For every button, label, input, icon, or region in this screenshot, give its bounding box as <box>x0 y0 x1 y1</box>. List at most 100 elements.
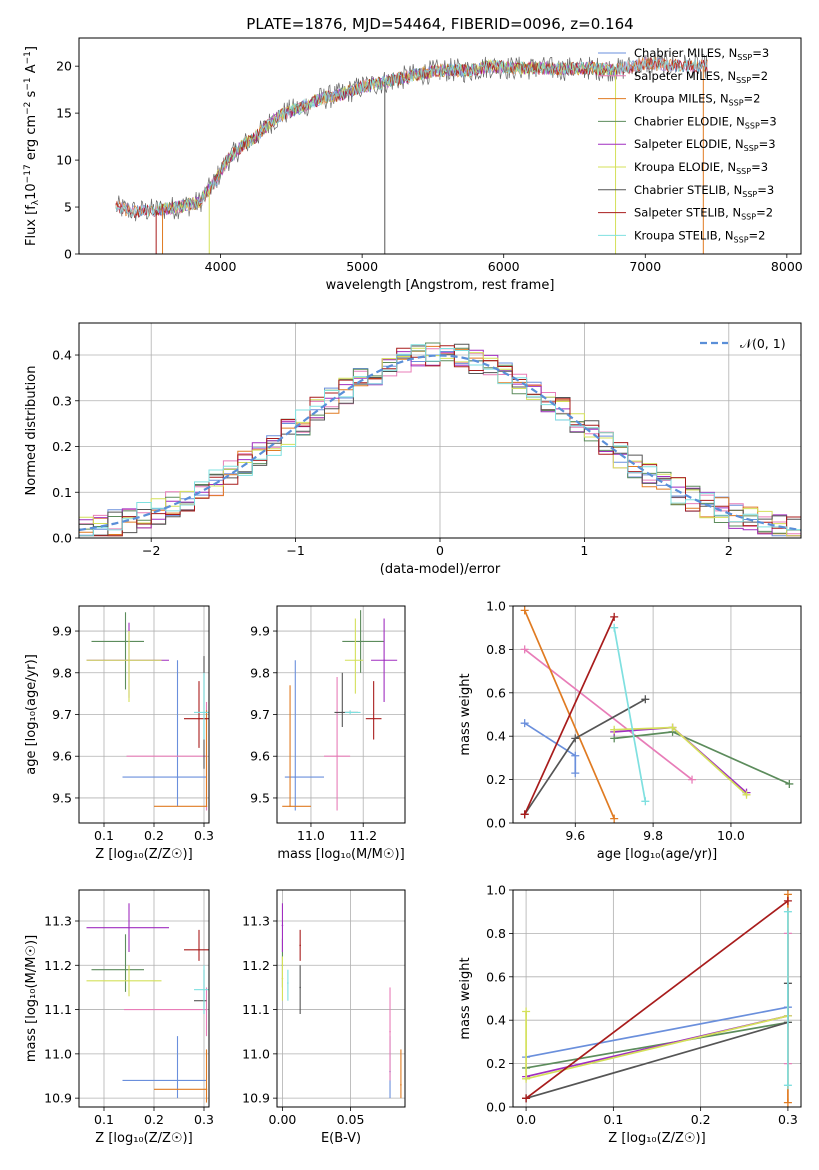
y-tick-label: 0.6 <box>486 685 506 700</box>
x-tick-label: 0.2 <box>691 1112 711 1127</box>
x-tick-label: 11.2 <box>349 828 377 843</box>
mass_weight_vs_age-axes: 9.6 9.8 10.0 0.0 0.2 0.4 0.6 0.8 1.0 age [log₁₀(a… <box>458 599 802 862</box>
data-point <box>124 968 127 971</box>
data-point <box>203 988 205 991</box>
data-point <box>299 944 301 947</box>
axes-frame <box>276 605 406 824</box>
y-tick-label: 9.5 <box>250 790 270 805</box>
x-tick-label: 9.6 <box>565 828 585 843</box>
legend-label: Chabrier STELIB, NSSP=3 <box>634 183 774 199</box>
weight-marker <box>522 1074 531 1083</box>
y-tick-label: 0.2 <box>52 439 72 454</box>
y-tick-label: 9.8 <box>250 665 270 680</box>
weight-marker <box>571 769 580 778</box>
data-point <box>287 982 289 984</box>
legend-label: Kroupa ELODIE, NSSP=3 <box>634 160 768 176</box>
weight-marker <box>785 779 794 788</box>
mass_vs_Z-axes: 0.1 0.2 0.3 10.9 11.0 11.1 11.2 11.3 Z [log₁₀(Z/… <box>24 889 214 1146</box>
x-tick-label: 4000 <box>205 259 237 274</box>
y-tick-label: 11.0 <box>242 1046 270 1061</box>
weight-series-salpeter-stelib <box>525 900 789 1099</box>
y-tick-label: 0.3 <box>52 393 72 408</box>
y-tick-label: 9.7 <box>250 707 270 722</box>
weight-marker <box>610 814 619 823</box>
weight-marker <box>522 1094 531 1103</box>
data-point <box>128 926 130 929</box>
weight-marker <box>783 896 792 905</box>
x-tick-label: 0.2 <box>144 1112 164 1127</box>
data-point <box>205 1088 208 1091</box>
x-axis-label: Z [log₁₀(Z/Z☉)] <box>95 847 192 862</box>
y-axis-label: mass [log₁₀(M/M☉)] <box>24 935 39 1062</box>
weight-marker <box>668 723 677 732</box>
data-point <box>299 986 301 989</box>
data-point <box>341 711 344 714</box>
weight-series-salpeter-stelib <box>523 616 615 815</box>
data-point <box>198 948 200 951</box>
x-tick-label: 0.00 <box>269 1112 297 1127</box>
y-tick-label: 11.2 <box>44 958 72 973</box>
legend-label: Salpeter STELIB, NSSP=2 <box>634 206 773 222</box>
data-point <box>372 717 375 720</box>
mass_weight_vs_Z-axes: 0.0 0.1 0.2 0.3 0.0 0.2 0.4 0.6 0.8 1.0 Z [log₁₀(Z… <box>458 883 802 1146</box>
x-tick-label: 2 <box>725 543 733 558</box>
y-tick-label: 0 <box>64 247 72 262</box>
y-tick-label: 1.0 <box>486 883 506 898</box>
weight-series-salpeter-miles <box>524 648 693 781</box>
x-axis-label: wavelength [Angstrom, rest frame] <box>326 278 555 293</box>
y-tick-label: 11.3 <box>242 914 270 929</box>
y-tick-label: 0.0 <box>486 1100 506 1115</box>
legend-label: Salpeter MILES, NSSP=2 <box>634 69 768 85</box>
residuals-axes: −2 −1 0 1 2 0.0 0.1 0.2 0.3 0.4 (data-model)/error… <box>24 322 802 577</box>
data-point <box>354 659 357 662</box>
x-tick-label: 0.2 <box>144 828 164 843</box>
axes-frame <box>78 37 802 255</box>
y-tick-label: 11.2 <box>242 958 270 973</box>
data-point <box>205 805 208 808</box>
axes-frame <box>512 889 802 1108</box>
x-axis-label: E(B-V) <box>321 1131 361 1146</box>
weight-series-chabrier-elodie <box>525 1021 789 1069</box>
y-tick-label: 0.8 <box>486 926 506 941</box>
x-axis-label: Z [log₁₀(Z/Z☉)] <box>95 1131 192 1146</box>
y-tick-label: 9.6 <box>52 749 72 764</box>
y-tick-label: 11.1 <box>242 1002 270 1017</box>
data-point <box>176 1079 179 1082</box>
gaussian-curve <box>78 354 802 532</box>
weight-marker <box>783 907 792 916</box>
data-point <box>400 1084 402 1086</box>
x-tick-label: 0.05 <box>337 1112 365 1127</box>
x-tick-label: 0 <box>436 543 444 558</box>
data-point <box>205 1008 208 1011</box>
y-tick-label: 15 <box>56 106 72 121</box>
x-tick-label: 8000 <box>771 259 803 274</box>
data-point <box>289 805 291 808</box>
y-tick-label: 0.4 <box>486 729 506 744</box>
x-axis-label: Z [log₁₀(Z/Z☉)] <box>608 1131 705 1146</box>
mass_vs_ebv-axes: 0.00 0.05 10.9 11.0 11.1 11.2 11.3 E(B-V) <box>242 889 406 1146</box>
y-tick-label: 0.2 <box>486 772 506 787</box>
x-tick-label: 0.3 <box>194 1112 214 1127</box>
x-tick-label: 10.0 <box>717 828 745 843</box>
y-tick-label: 9.8 <box>52 665 72 680</box>
y-tick-label: 9.9 <box>250 624 270 639</box>
legend-label: Kroupa MILES, NSSP=2 <box>634 92 760 108</box>
weight-marker <box>783 1098 792 1107</box>
y-axis-label: mass weight <box>458 673 473 755</box>
y-axis-label: Flux [fλ10−17 erg cm−2 s−1 A−1] <box>23 46 41 246</box>
data-point <box>349 711 351 714</box>
spectrum-lines <box>115 51 708 254</box>
axes-frame <box>276 889 406 1108</box>
x-tick-label: 0.1 <box>94 828 114 843</box>
weight-marker <box>571 751 580 760</box>
histogram-salpeter-stelib <box>79 345 801 537</box>
x-axis-label: age [log₁₀(age/yr)] <box>597 847 718 862</box>
weight-marker <box>610 612 619 621</box>
x-axis-label: mass [log₁₀(M/M☉)] <box>277 847 404 862</box>
weight-marker <box>641 797 650 806</box>
age_vs_mass-points <box>282 610 398 811</box>
mass_vs_Z-points <box>86 903 209 1103</box>
y-tick-label: 9.6 <box>250 749 270 764</box>
y-tick-label: 9.9 <box>52 624 72 639</box>
weight-series-chabrier-miles <box>525 1006 789 1058</box>
